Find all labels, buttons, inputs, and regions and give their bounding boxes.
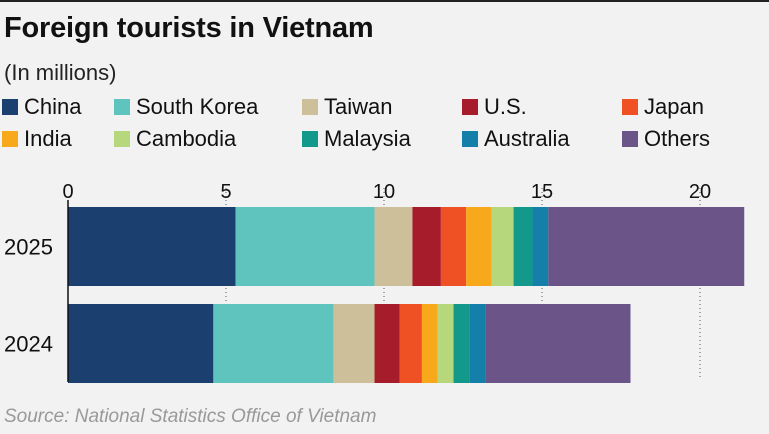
bar-segment-2024-australia — [469, 304, 486, 383]
x-tick-label: 0 — [62, 181, 73, 203]
chart-title: Foreign tourists in Vietnam — [4, 12, 374, 44]
legend-label: Australia — [484, 126, 570, 151]
legend-label: China — [24, 94, 82, 119]
bar-segment-2024-others — [485, 304, 631, 383]
x-tick-label: 20 — [689, 181, 711, 203]
legend-label: Japan — [644, 94, 704, 119]
source-note: Source: National Statistics Office of Vi… — [4, 406, 377, 427]
legend-item-japan: Japan — [622, 94, 704, 120]
bar-segment-2025-china — [68, 207, 236, 286]
bar-segment-2025-india — [466, 207, 492, 286]
legend-swatch — [622, 131, 638, 147]
legend-swatch — [302, 131, 318, 147]
bar-segment-2024-u-s — [374, 304, 400, 383]
bar-segment-2025-south-korea — [235, 207, 375, 286]
legend-label: Malaysia — [324, 126, 411, 151]
bar-segment-2024-japan — [399, 304, 422, 383]
x-tick-label: 15 — [531, 181, 553, 203]
bar-segment-2025-taiwan — [374, 207, 413, 286]
legend-item-malaysia: Malaysia — [302, 126, 411, 152]
legend-item-taiwan: Taiwan — [302, 94, 392, 120]
legend-item-cambodia: Cambodia — [114, 126, 236, 152]
legend-label: Taiwan — [324, 94, 393, 119]
bar-segment-2025-japan — [440, 207, 467, 286]
legend-label: Others — [644, 126, 711, 151]
x-tick-label: 10 — [373, 181, 395, 203]
legend-swatch — [302, 99, 318, 115]
legend-swatch — [114, 99, 130, 115]
legend-label: South Korea — [136, 94, 259, 119]
bar-segment-2025-u-s — [412, 207, 441, 286]
legend-swatch — [462, 99, 478, 115]
legend-swatch — [2, 131, 18, 147]
bar-segment-2024-malaysia — [453, 304, 470, 383]
chart-subtitle: (In millions) — [4, 60, 117, 85]
legend: China South Korea Taiwan U.S. Japan India Camb… — [2, 94, 762, 158]
category-label-2024: 2024 — [4, 332, 53, 357]
legend-swatch — [114, 131, 130, 147]
legend-label: Cambodia — [136, 126, 237, 151]
bar-segment-2024-cambodia — [437, 304, 454, 383]
category-label-2025: 2025 — [4, 235, 53, 260]
legend-swatch — [2, 99, 18, 115]
legend-item-china: China — [2, 94, 81, 120]
legend-item-u-s: U.S. — [462, 94, 527, 120]
bar-segment-2025-malaysia — [513, 207, 533, 286]
bar-segment-2025-australia — [532, 207, 549, 286]
bar-segment-2024-china — [68, 304, 214, 383]
legend-swatch — [462, 131, 478, 147]
bar-segment-2024-south-korea — [213, 304, 334, 383]
legend-item-india: India — [2, 126, 72, 152]
x-tick-label: 5 — [220, 181, 231, 203]
top-rule — [0, 0, 769, 2]
legend-item-south-korea: South Korea — [114, 94, 258, 120]
legend-swatch — [622, 99, 638, 115]
legend-label: India — [24, 126, 72, 151]
bar-segment-2025-others — [548, 207, 745, 286]
legend-label: U.S. — [484, 94, 527, 119]
bar-segment-2025-cambodia — [491, 207, 514, 286]
legend-item-others: Others — [622, 126, 710, 152]
bar-segment-2024-taiwan — [333, 304, 375, 383]
legend-item-australia: Australia — [462, 126, 570, 152]
bar-segment-2024-india — [421, 304, 438, 383]
